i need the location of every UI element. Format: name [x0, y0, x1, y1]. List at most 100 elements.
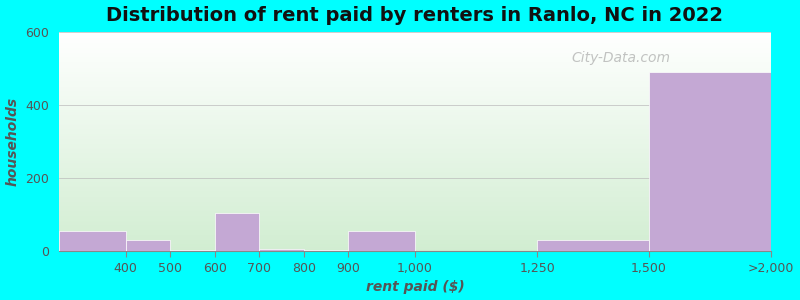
Bar [58, 115, 771, 116]
Bar [58, 249, 771, 250]
Bar [58, 102, 771, 103]
Bar [304, 250, 348, 251]
Bar [58, 42, 771, 43]
Bar [649, 72, 771, 251]
Bar [58, 89, 771, 90]
Bar [58, 77, 771, 78]
Bar [58, 200, 771, 201]
Bar [58, 221, 771, 222]
Bar [58, 181, 771, 182]
Bar [58, 174, 771, 175]
Bar [58, 75, 771, 76]
Bar [58, 35, 771, 36]
Bar [58, 62, 771, 63]
Bar [58, 142, 771, 143]
Bar [58, 135, 771, 136]
Bar [58, 68, 771, 69]
Bar [58, 220, 771, 221]
Bar [58, 202, 771, 203]
Bar [58, 125, 771, 126]
Bar [58, 87, 771, 88]
Bar [58, 156, 771, 157]
Bar [58, 228, 771, 229]
Bar [58, 88, 771, 89]
Bar [58, 51, 771, 52]
Bar [58, 161, 771, 162]
Bar [259, 248, 304, 251]
Bar [58, 81, 771, 82]
Bar [58, 129, 771, 130]
Bar [58, 158, 771, 159]
Bar [58, 131, 771, 132]
Bar [58, 155, 771, 156]
Bar [58, 114, 771, 115]
Bar [58, 226, 771, 227]
Bar [58, 222, 771, 223]
Bar [58, 69, 771, 70]
Bar [58, 223, 771, 224]
Bar [58, 236, 771, 237]
Bar [58, 199, 771, 200]
Bar [58, 150, 771, 151]
Bar [58, 36, 771, 37]
Bar [58, 194, 771, 195]
Bar [58, 107, 771, 108]
Bar [58, 159, 771, 160]
Bar [58, 244, 771, 245]
Bar [58, 231, 771, 232]
Bar [58, 122, 771, 123]
Bar [58, 214, 771, 215]
Bar [58, 56, 771, 57]
Bar [58, 210, 771, 211]
Bar [58, 147, 771, 148]
Bar [58, 65, 771, 66]
Bar [58, 170, 771, 171]
Bar [58, 175, 771, 176]
Bar [58, 152, 771, 153]
Bar [58, 229, 771, 230]
Bar [58, 180, 771, 181]
Bar [58, 109, 771, 110]
Bar [58, 216, 771, 217]
Bar [58, 145, 771, 146]
Bar [58, 104, 771, 105]
Bar [58, 55, 771, 56]
Bar [58, 44, 771, 45]
Bar [58, 61, 771, 62]
Bar [58, 100, 771, 101]
Bar [58, 208, 771, 209]
Bar [58, 46, 771, 47]
Bar [58, 54, 771, 55]
Bar [58, 95, 771, 96]
Bar [58, 106, 771, 107]
Bar [58, 192, 771, 193]
Bar [58, 141, 771, 142]
Bar [58, 108, 771, 109]
Bar [58, 53, 771, 54]
Bar [58, 166, 771, 167]
Bar [58, 183, 771, 184]
Bar [58, 206, 771, 207]
Bar [58, 173, 771, 174]
Bar [58, 242, 771, 243]
Bar [58, 111, 771, 112]
Bar [58, 212, 771, 213]
Bar [58, 240, 771, 241]
Bar [58, 78, 771, 79]
Bar [58, 164, 771, 165]
Bar [58, 248, 771, 249]
Bar [58, 92, 771, 93]
Bar [58, 59, 771, 60]
Bar [58, 120, 771, 121]
Bar [58, 93, 771, 94]
Bar [58, 119, 771, 120]
Bar [58, 66, 771, 67]
Bar [538, 241, 649, 251]
Bar [58, 52, 771, 53]
Bar [58, 79, 771, 80]
Bar [58, 169, 771, 170]
Bar [58, 124, 771, 125]
Bar [58, 196, 771, 197]
Bar [58, 143, 771, 144]
Bar [58, 112, 771, 113]
